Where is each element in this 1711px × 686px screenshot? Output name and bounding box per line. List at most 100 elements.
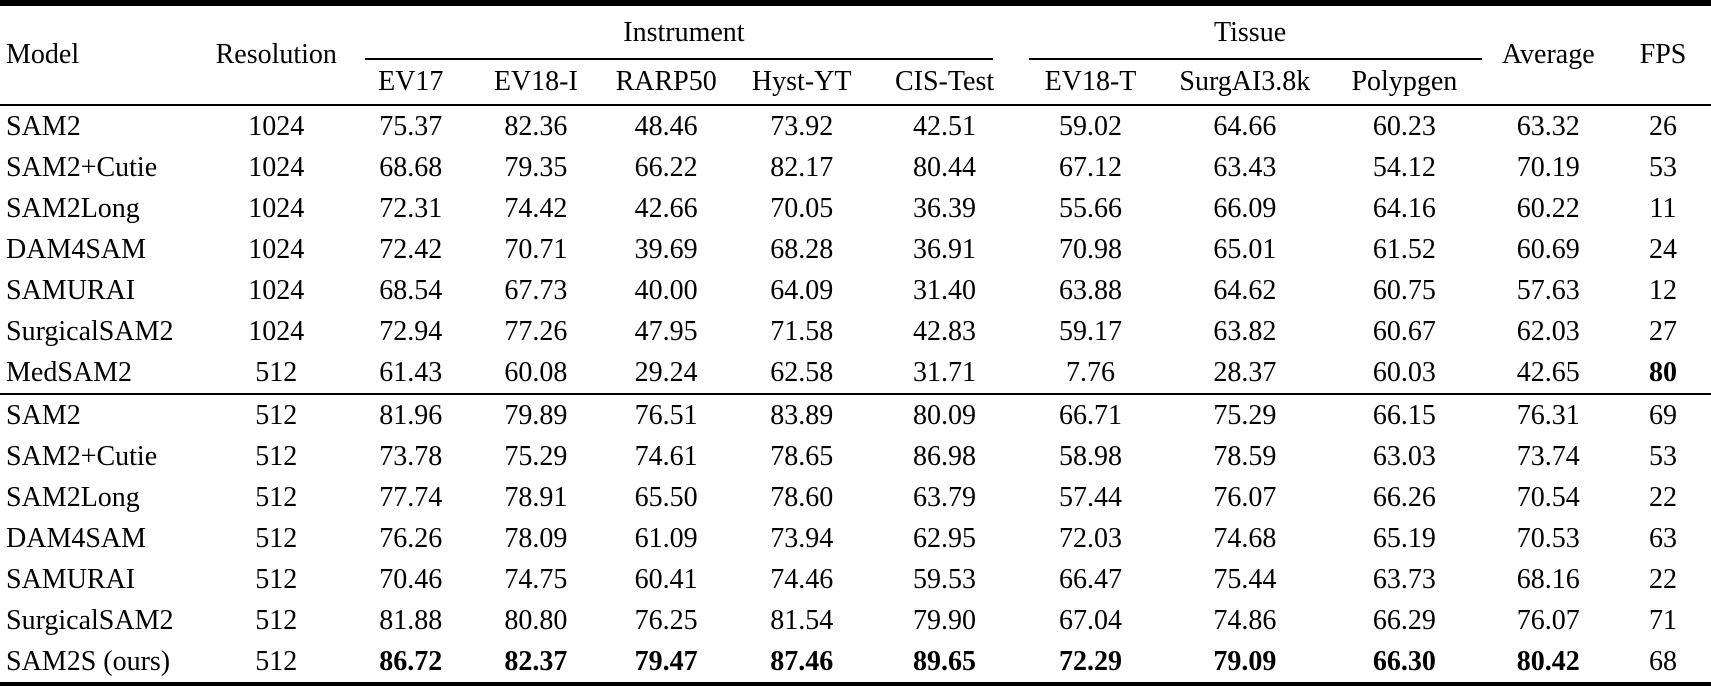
score-cell: 42.66 (634, 192, 698, 224)
table-row: DAM4SAM 512 76.26 78.09 61.09 73.94 62.95 72.03… (0, 518, 1711, 559)
score-cell: 66.30 (1372, 645, 1436, 677)
score-cell: 63.43 (1213, 151, 1277, 183)
fps-cell: 69 (1648, 399, 1677, 431)
model-cell: SAM2Long (6, 481, 140, 513)
score-cell: 83.89 (770, 399, 834, 431)
score-cell: 59.53 (913, 563, 977, 595)
score-cell: 63.82 (1213, 315, 1277, 347)
model-cell: SurgicalSAM2 (6, 604, 174, 636)
score-cell: 60.67 (1372, 315, 1436, 347)
score-cell: 72.94 (379, 315, 443, 347)
score-cell: 74.46 (770, 563, 834, 595)
score-cell: 65.50 (634, 481, 698, 513)
resolution-cell: 512 (255, 356, 298, 388)
score-cell: 61.43 (379, 356, 443, 388)
score-cell: 54.12 (1372, 151, 1436, 183)
model-cell: SAM2Long (6, 192, 140, 224)
tissue-group-label: Tissue (1214, 17, 1287, 48)
score-cell: 70.71 (504, 233, 568, 265)
score-cell: 66.22 (634, 151, 698, 183)
score-cell: 78.09 (504, 522, 568, 554)
table-row: SAM2S (ours) 512 86.72 82.37 79.47 87.46 89.65… (0, 641, 1711, 685)
header-group-row: Model Resolution Instrument Tissue Avera… (0, 3, 1711, 69)
score-cell: 89.65 (913, 645, 977, 677)
table-row: SurgicalSAM2 512 81.88 80.80 76.25 81.54 79.90… (0, 600, 1711, 641)
fps-cell: 22 (1648, 481, 1677, 513)
score-cell: 64.62 (1213, 274, 1277, 306)
column-header-dataset: Polypgen (1351, 66, 1458, 97)
score-cell: 79.90 (913, 604, 977, 636)
score-cell: 66.09 (1213, 192, 1277, 224)
score-cell: 74.61 (634, 440, 698, 472)
fps-cell: 68 (1648, 645, 1677, 677)
score-cell: 36.39 (913, 192, 977, 224)
score-cell: 61.09 (634, 522, 698, 554)
score-cell: 66.26 (1372, 481, 1436, 513)
score-cell: 77.74 (379, 481, 443, 513)
score-cell: 72.29 (1059, 645, 1123, 677)
resolution-cell: 1024 (248, 315, 305, 347)
score-cell: 70.98 (1059, 233, 1123, 265)
score-cell: 82.36 (504, 110, 568, 142)
score-cell: 79.89 (504, 399, 568, 431)
score-cell: 57.44 (1059, 481, 1123, 513)
score-cell: 73.92 (770, 110, 834, 142)
instrument-group-label: Instrument (623, 17, 745, 48)
model-cell: SAM2+Cutie (6, 440, 158, 472)
score-cell: 65.19 (1372, 522, 1436, 554)
score-cell: 81.88 (379, 604, 443, 636)
score-cell: 72.42 (379, 233, 443, 265)
column-group-tissue: Tissue (1019, 3, 1482, 60)
score-cell: 76.25 (634, 604, 698, 636)
column-header-fps: FPS (1639, 39, 1687, 70)
table-row: MedSAM2 512 61.43 60.08 29.24 62.58 31.71 7.76 2… (0, 352, 1711, 394)
model-cell: SAMURAI (6, 274, 136, 306)
column-header-dataset: EV18-I (493, 66, 578, 97)
score-cell: 36.91 (913, 233, 977, 265)
score-cell: 76.26 (379, 522, 443, 554)
fps-cell: 22 (1648, 563, 1677, 595)
table-row: DAM4SAM 1024 72.42 70.71 39.69 68.28 36.91 70.9… (0, 229, 1711, 270)
resolution-cell: 512 (255, 522, 298, 554)
score-cell: 75.29 (1213, 399, 1277, 431)
table-row: SAMURAI 1024 68.54 67.73 40.00 64.09 31.40 63.8… (0, 270, 1711, 311)
score-cell: 60.03 (1372, 356, 1436, 388)
score-cell: 82.17 (770, 151, 834, 183)
resolution-cell: 512 (255, 645, 298, 677)
score-cell: 62.03 (1516, 315, 1580, 347)
score-cell: 81.54 (770, 604, 834, 636)
table-row: SAM2+Cutie 512 73.78 75.29 74.61 78.65 86.98 58… (0, 436, 1711, 477)
model-cell: SAM2 (6, 110, 81, 142)
score-cell: 42.83 (913, 315, 977, 347)
score-cell: 29.24 (634, 356, 698, 388)
score-cell: 79.09 (1213, 645, 1277, 677)
fps-cell: 53 (1648, 151, 1677, 183)
score-cell: 31.40 (913, 274, 977, 306)
table-row: SAM2Long 512 77.74 78.91 65.50 78.60 63.79 57.4… (0, 477, 1711, 518)
score-cell: 42.65 (1516, 356, 1580, 388)
table-row: SAM2Long 1024 72.31 74.42 42.66 70.05 36.39 55.… (0, 188, 1711, 229)
score-cell: 73.78 (379, 440, 443, 472)
score-cell: 7.76 (1066, 356, 1116, 388)
score-cell: 66.15 (1372, 399, 1436, 431)
score-cell: 80.42 (1516, 645, 1580, 677)
score-cell: 81.96 (379, 399, 443, 431)
resolution-cell: 1024 (248, 192, 305, 224)
model-cell: SAMURAI (6, 563, 136, 595)
score-cell: 63.88 (1059, 274, 1123, 306)
score-cell: 82.37 (504, 645, 568, 677)
score-cell: 60.23 (1372, 110, 1436, 142)
fps-cell: 27 (1648, 315, 1677, 347)
score-cell: 68.16 (1516, 563, 1580, 595)
model-cell: MedSAM2 (6, 356, 133, 388)
score-cell: 63.32 (1516, 110, 1580, 142)
score-cell: 60.69 (1516, 233, 1580, 265)
column-header-average: Average (1501, 39, 1595, 70)
score-cell: 28.37 (1213, 356, 1277, 388)
score-cell: 62.58 (770, 356, 834, 388)
score-cell: 60.08 (504, 356, 568, 388)
fps-cell: 11 (1649, 192, 1677, 224)
score-cell: 63.73 (1372, 563, 1436, 595)
